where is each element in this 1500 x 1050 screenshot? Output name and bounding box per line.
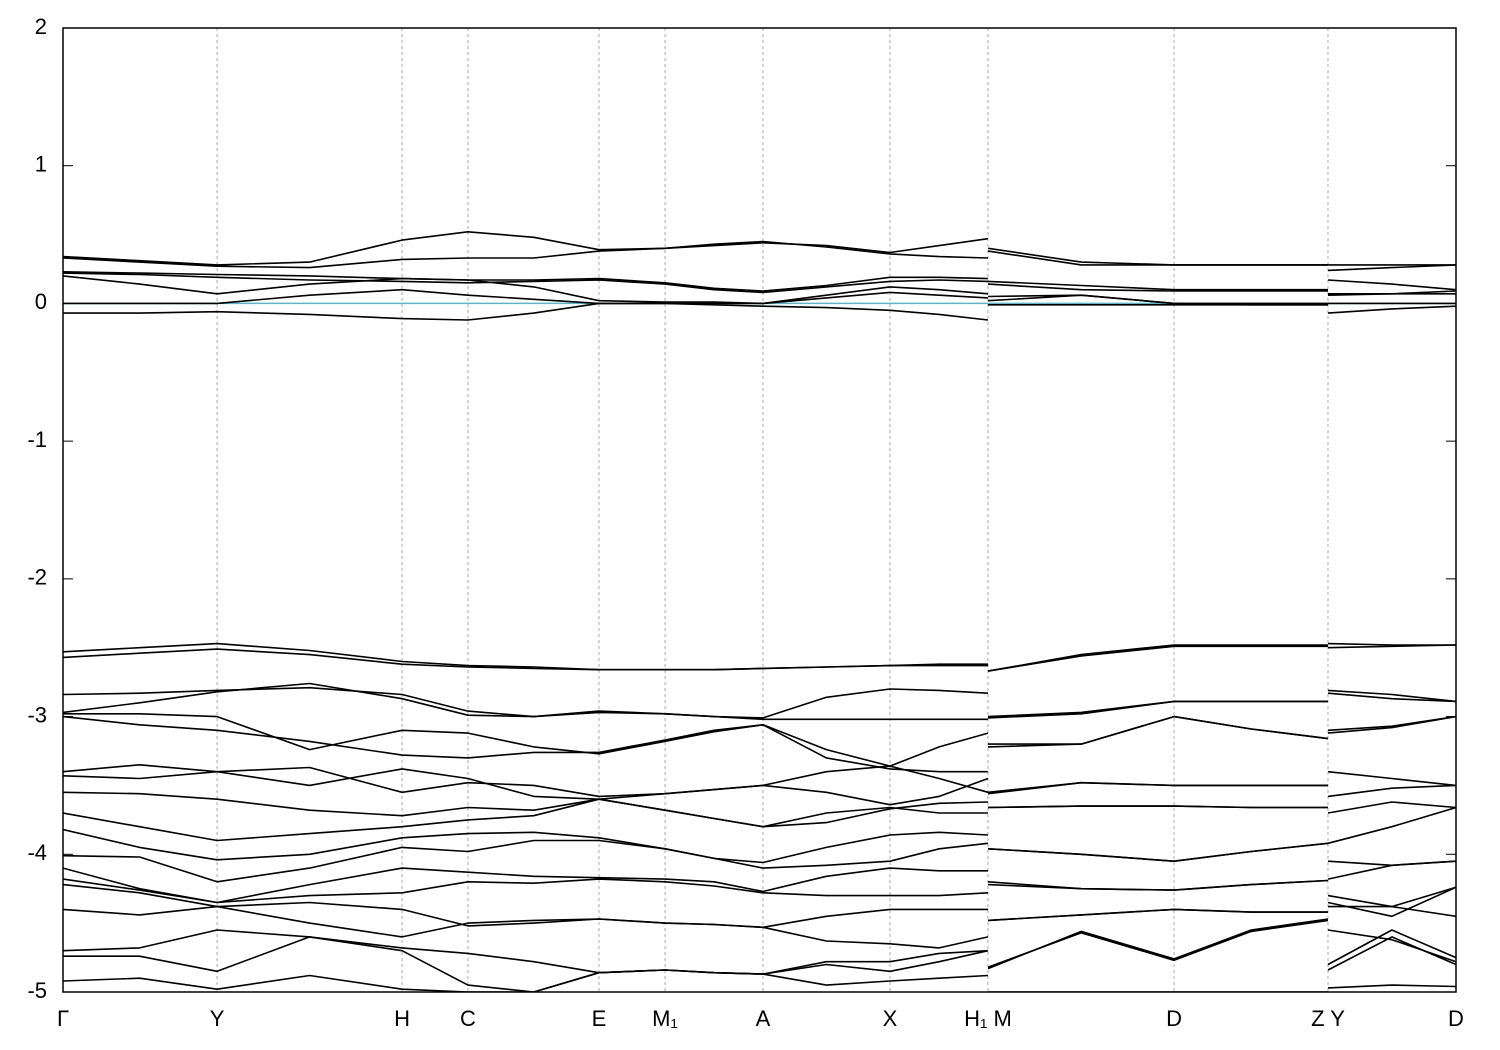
y-tick-label: -3 xyxy=(27,702,47,727)
x-tick-label: H xyxy=(394,1006,410,1031)
y-tick-label: -5 xyxy=(27,978,47,1003)
band xyxy=(63,240,1456,269)
band xyxy=(63,644,1456,672)
y-tick-label: -4 xyxy=(27,840,47,865)
y-tick-label: 2 xyxy=(35,14,47,39)
x-tick-label: A xyxy=(756,1006,771,1031)
x-tick-label: H₁ M xyxy=(964,1006,1012,1031)
bands xyxy=(63,231,1456,992)
band xyxy=(63,715,1456,767)
y-tick-label: -1 xyxy=(27,427,47,452)
x-tick-label: X xyxy=(883,1006,898,1031)
y-tick-label: 1 xyxy=(35,152,47,177)
band xyxy=(63,798,1456,845)
band xyxy=(63,271,1456,292)
x-tick-label: D xyxy=(1448,1006,1464,1031)
grid xyxy=(62,27,1457,993)
x-tick-label: Z Y xyxy=(1311,1006,1345,1031)
band xyxy=(63,272,1456,296)
y-tick-label: 0 xyxy=(35,289,47,314)
x-tick-label: D xyxy=(1166,1006,1182,1031)
band xyxy=(63,839,1456,883)
band xyxy=(63,768,1456,806)
tick-labels: -5 -4 -3 -2 -1 0 1 2 Γ Y H C E M₁ A X H₁ M D Z Y D xyxy=(27,14,1464,1031)
x-tick-label: E xyxy=(592,1006,607,1031)
band xyxy=(63,686,1456,719)
x-tick-label: Γ xyxy=(57,1006,69,1031)
y-tick-label: -2 xyxy=(27,565,47,590)
band xyxy=(63,949,1456,992)
band xyxy=(63,642,1456,672)
x-tick-label: M₁ xyxy=(652,1006,678,1031)
x-tick-label: Y xyxy=(210,1006,225,1031)
plot-frame xyxy=(62,27,1457,993)
band xyxy=(63,302,1456,321)
band xyxy=(63,791,1456,828)
band xyxy=(63,713,1456,773)
x-tick-label: C xyxy=(460,1006,476,1031)
band xyxy=(63,828,1456,867)
band xyxy=(63,878,1456,918)
band xyxy=(63,682,1456,721)
band xyxy=(63,905,1456,963)
